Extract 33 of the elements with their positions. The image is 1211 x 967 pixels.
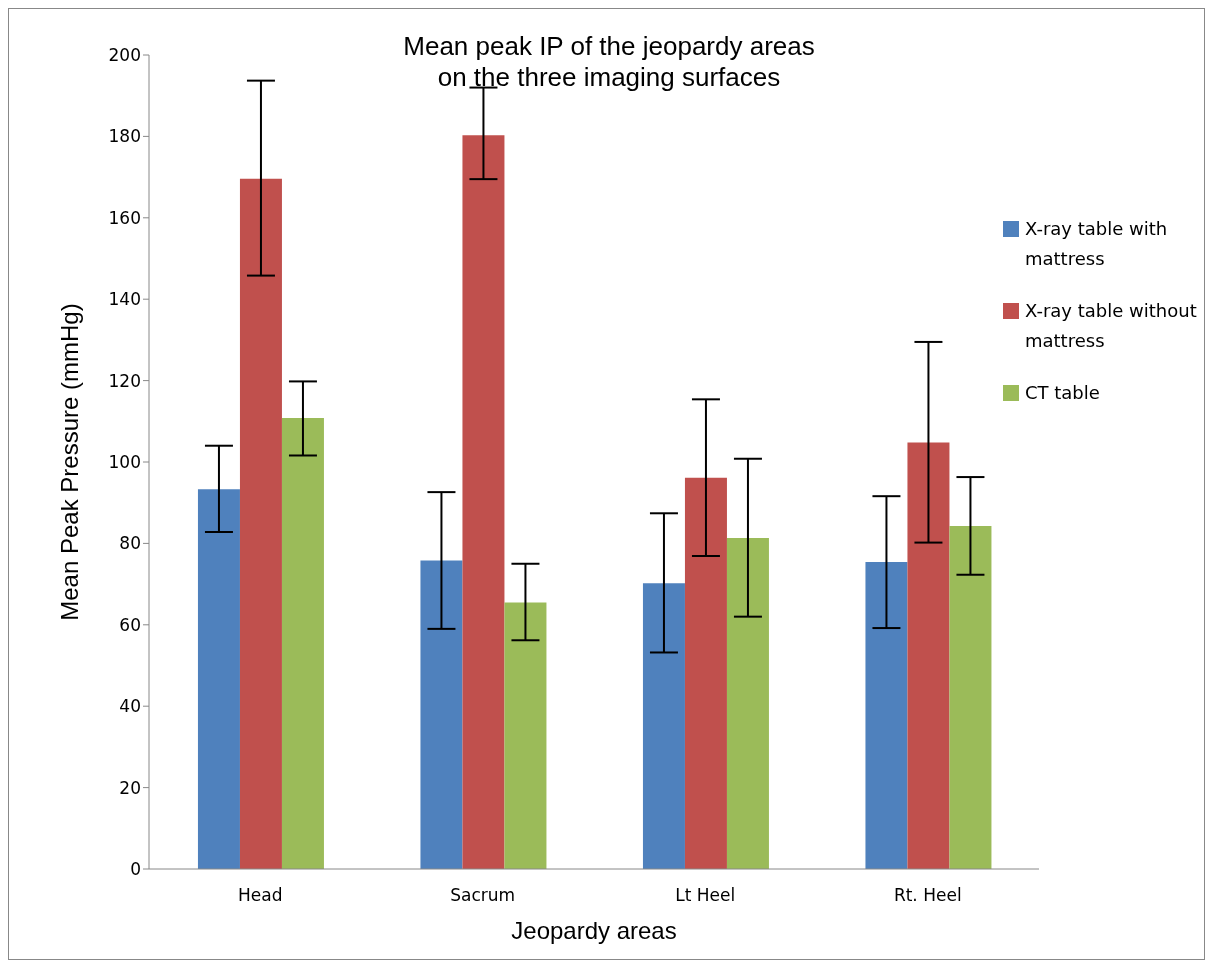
bar <box>281 418 324 869</box>
bar <box>684 477 727 869</box>
x-tick-label: Sacrum <box>450 885 516 906</box>
x-tick-label: Lt Heel <box>675 885 736 906</box>
bar <box>907 442 950 869</box>
y-tick-label: 20 <box>119 777 141 798</box>
x-tick-label: Rt. Heel <box>893 885 962 906</box>
bar <box>462 135 505 869</box>
bar <box>197 489 240 869</box>
bar <box>504 602 547 869</box>
bar <box>726 538 769 869</box>
y-tick-label: 80 <box>119 533 141 554</box>
y-tick-label: 200 <box>108 45 141 66</box>
legend-label: X-ray table with mattress <box>1025 217 1169 271</box>
bar <box>642 583 685 869</box>
y-axis-title: Mean Peak Pressure (mmHg) <box>55 303 83 621</box>
bar <box>239 178 282 869</box>
bar <box>949 525 992 869</box>
bar <box>420 560 463 869</box>
y-tick-label: 160 <box>108 207 141 228</box>
y-tick-label: 0 <box>130 859 141 880</box>
legend-label: X-ray table without mattress <box>1025 299 1198 353</box>
bar <box>865 562 908 869</box>
x-axis-title: Jeopardy areas <box>511 917 677 944</box>
y-tick-label: 60 <box>119 614 141 635</box>
x-tick-label: Head <box>238 885 283 906</box>
chart-title: Mean peak IP of the jeopardy areas on the three imaging surfaces <box>402 31 816 93</box>
y-tick-label: 40 <box>119 696 141 717</box>
legend-label: CT table <box>1025 381 1100 405</box>
y-tick-label: 140 <box>108 289 141 310</box>
y-tick-label: 120 <box>108 370 141 391</box>
y-tick-label: 100 <box>108 452 141 473</box>
y-tick-label: 180 <box>108 126 141 147</box>
